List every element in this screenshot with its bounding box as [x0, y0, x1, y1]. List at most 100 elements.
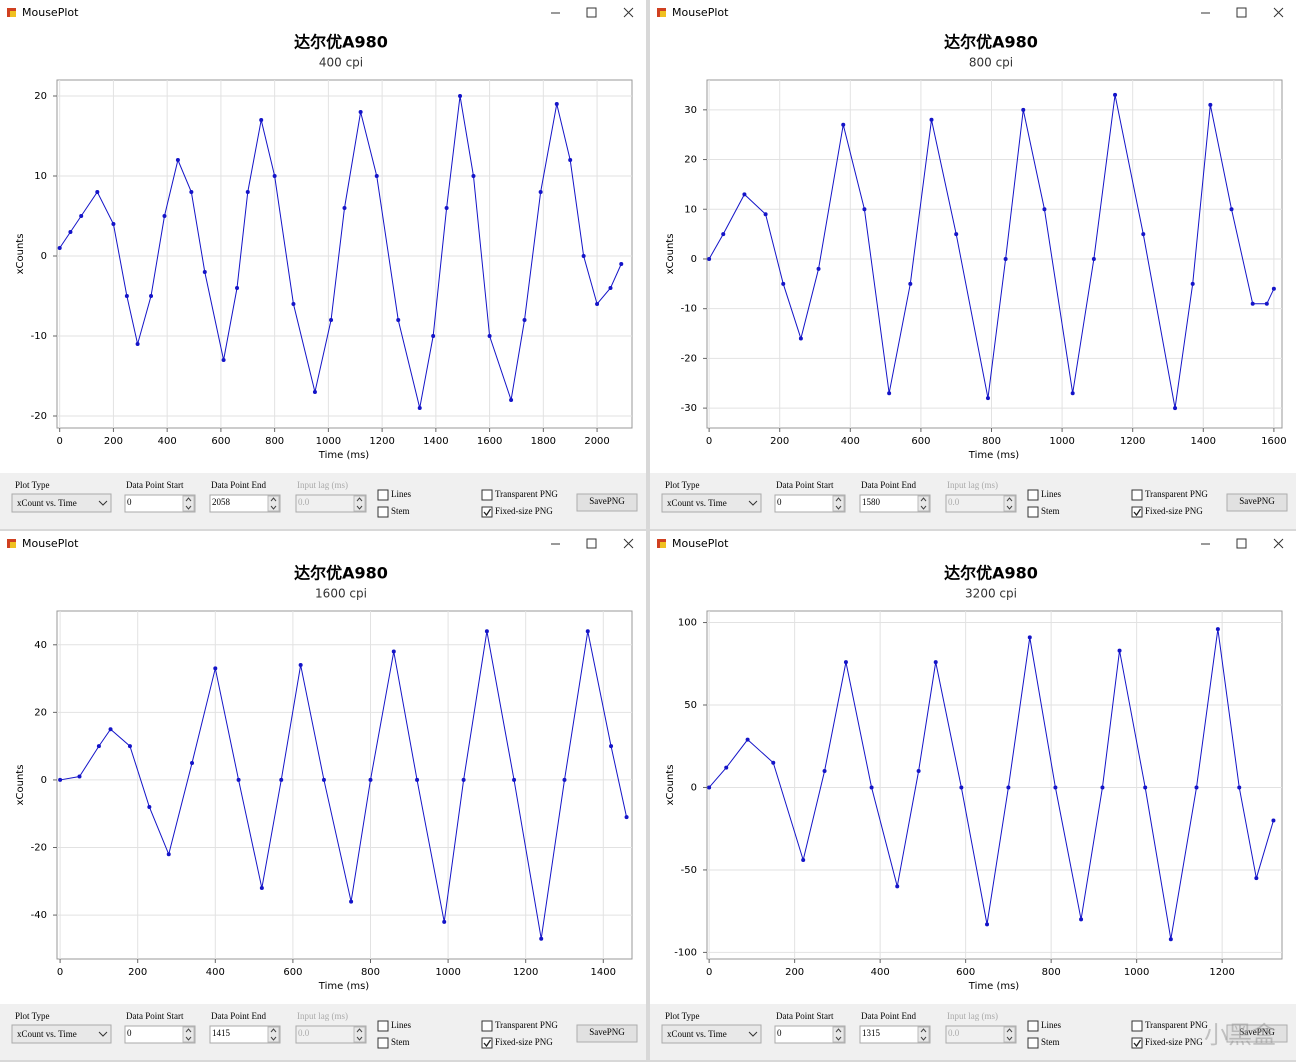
numeric-input[interactable]: [859, 494, 931, 513]
y-tick-label: -50: [681, 865, 697, 876]
data-point: [1079, 917, 1084, 922]
y-tick-label: -40: [31, 910, 47, 921]
maximize-button[interactable]: [586, 7, 597, 18]
checkbox[interactable]: [1027, 1020, 1039, 1032]
checkbox[interactable]: [1027, 506, 1039, 518]
data-point: [162, 214, 167, 218]
checkbox[interactable]: [377, 1037, 389, 1049]
spin-button[interactable]: [182, 1026, 195, 1043]
x-tick-label: 600: [911, 436, 930, 447]
spin-button[interactable]: [832, 1026, 845, 1043]
plot-type-combo[interactable]: [661, 1024, 762, 1044]
data-point: [349, 899, 354, 904]
check-mark: [1133, 508, 1142, 517]
x-tick-label: 1200: [369, 436, 394, 447]
x-tick-label: 1400: [423, 436, 448, 447]
checkbox[interactable]: [377, 1020, 389, 1032]
spin-button[interactable]: [267, 1026, 280, 1043]
data-point: [95, 190, 100, 194]
data-point: [801, 858, 806, 863]
data-point: [374, 174, 379, 178]
checkbox[interactable]: [1027, 489, 1039, 501]
spin-arrows: [185, 497, 192, 510]
maximize-button[interactable]: [586, 538, 597, 549]
save-button[interactable]: [576, 1024, 638, 1043]
data-point: [444, 206, 449, 210]
data-point: [221, 358, 226, 362]
numeric-input[interactable]: [774, 1025, 846, 1044]
numeric-input[interactable]: [124, 494, 196, 513]
y-tick-label: 10: [684, 204, 697, 215]
numeric-value: 2058: [212, 497, 231, 507]
numeric-input[interactable]: [209, 1025, 281, 1044]
data-point: [175, 158, 180, 162]
maximize-button[interactable]: [1236, 538, 1247, 549]
data-point: [707, 256, 712, 261]
field-label: Data Point Start: [126, 1011, 184, 1021]
x-tick-label: 1600: [1261, 436, 1286, 447]
data-point: [509, 398, 514, 402]
spin-arrows: [270, 497, 277, 510]
data-point: [1264, 301, 1269, 306]
plot-type-combo[interactable]: [661, 493, 762, 513]
numeric-input[interactable]: [774, 494, 846, 513]
data-point: [887, 391, 892, 396]
data-point: [1215, 627, 1220, 632]
data-point: [259, 886, 264, 891]
checkbox[interactable]: [1131, 1037, 1143, 1049]
numeric-input[interactable]: [209, 494, 281, 513]
x-tick-label: 0: [706, 436, 712, 447]
plot-type-combo[interactable]: [11, 1024, 112, 1044]
checkbox[interactable]: [1131, 489, 1143, 501]
field-label: Input lag (ms): [947, 1011, 998, 1021]
data-point: [68, 230, 73, 234]
checkbox[interactable]: [481, 489, 493, 501]
data-point: [461, 777, 466, 782]
spin-arrows: [1006, 1028, 1013, 1041]
numeric-value: 1315: [862, 1028, 881, 1038]
spin-button[interactable]: [267, 495, 280, 512]
checkbox-label: Lines: [391, 1020, 411, 1030]
data-point: [798, 336, 803, 341]
data-point: [1091, 256, 1096, 261]
checkbox[interactable]: [377, 489, 389, 501]
save-button[interactable]: [576, 493, 638, 512]
checkbox-label: Lines: [1041, 489, 1061, 499]
field-label: Data Point Start: [126, 480, 184, 490]
x-tick-label: 1400: [1191, 436, 1216, 447]
data-point: [538, 190, 543, 194]
app-icon-inner: [660, 542, 666, 548]
spin-button[interactable]: [832, 495, 845, 512]
window-title: MousePlot: [22, 537, 79, 550]
checkbox[interactable]: [481, 506, 493, 518]
checkbox[interactable]: [1131, 506, 1143, 518]
y-tick-label: 0: [41, 775, 47, 786]
checkbox[interactable]: [1131, 1020, 1143, 1032]
x-tick-label: 600: [956, 967, 975, 978]
checkbox[interactable]: [481, 1020, 493, 1032]
close-button[interactable]: [623, 538, 634, 549]
numeric-input[interactable]: [124, 1025, 196, 1044]
plot-type-combo[interactable]: [11, 493, 112, 513]
spin-button[interactable]: [917, 495, 930, 512]
checkbox[interactable]: [481, 1037, 493, 1049]
maximize-button[interactable]: [1236, 7, 1247, 18]
data-point: [595, 302, 600, 306]
spin-button[interactable]: [182, 495, 195, 512]
checkbox[interactable]: [1027, 1037, 1039, 1049]
close-button[interactable]: [1273, 7, 1284, 18]
save-button[interactable]: [1226, 493, 1288, 512]
check-mark: [483, 508, 492, 517]
numeric-input[interactable]: [859, 1025, 931, 1044]
numeric-value: 0: [127, 1028, 132, 1038]
close-button[interactable]: [1273, 538, 1284, 549]
save-button[interactable]: [1226, 1024, 1288, 1043]
spin-button[interactable]: [917, 1026, 930, 1043]
y-tick-label: 20: [684, 155, 697, 166]
x-tick-label: 400: [841, 436, 860, 447]
close-button[interactable]: [623, 7, 634, 18]
save-button-label: SavePNG: [1239, 496, 1275, 506]
spin-arrows: [920, 497, 927, 510]
checkbox[interactable]: [377, 506, 389, 518]
data-point: [96, 744, 101, 749]
